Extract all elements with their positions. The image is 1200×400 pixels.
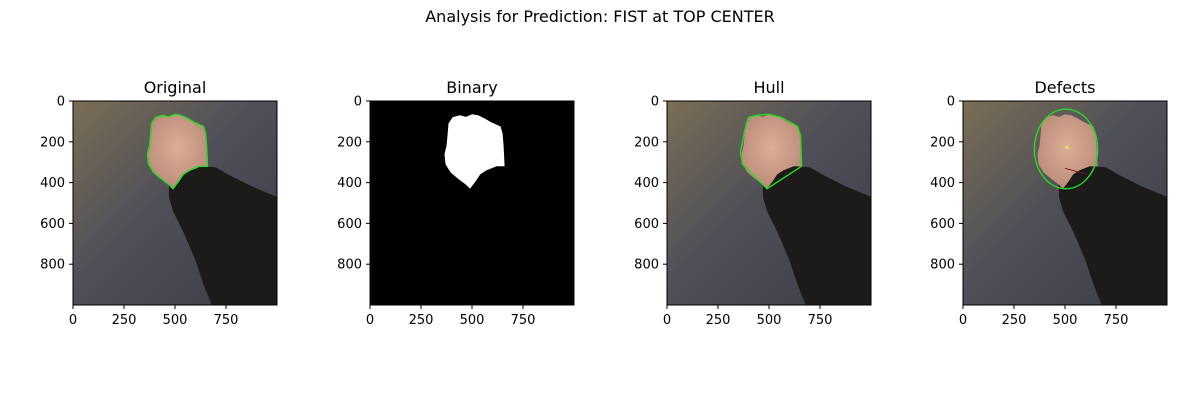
x-tick-label: 500 (163, 313, 188, 328)
x-tick-label: 500 (757, 313, 782, 328)
x-tick-label: 750 (808, 313, 833, 328)
y-tick-label: 0 (947, 95, 955, 110)
hand (147, 114, 208, 189)
sleeve (762, 166, 871, 305)
x-tick-label: 500 (460, 313, 485, 328)
x-tick-label: 0 (663, 313, 671, 328)
panel-hull: Hull 0 250 500 750 0 200 400 600 800 (634, 78, 872, 328)
y-tick-label: 200 (930, 135, 955, 150)
y-tick-label: 0 (354, 95, 362, 110)
x-tick-label: 250 (706, 313, 731, 328)
x-tick-label: 750 (214, 313, 239, 328)
panel-image (667, 101, 871, 305)
x-tick-label: 250 (112, 313, 137, 328)
y-tick-label: 400 (930, 176, 955, 191)
convex-hull (739, 113, 803, 190)
x-tick-label: 0 (366, 313, 374, 328)
y-tick-label: 400 (337, 176, 362, 191)
hand (1037, 114, 1098, 189)
y-tick-label: 600 (634, 217, 659, 232)
y-tick-label: 800 (634, 258, 659, 273)
x-tick-label: 0 (959, 313, 967, 328)
center-point (1065, 146, 1069, 150)
y-tick-label: 400 (634, 176, 659, 191)
figure-suptitle: Analysis for Prediction: FIST at TOP CEN… (425, 7, 775, 26)
y-tick-label: 400 (40, 176, 65, 191)
x-tick-label: 750 (511, 313, 536, 328)
y-tick-label: 200 (634, 135, 659, 150)
y-tick-label: 600 (337, 217, 362, 232)
fitted-ellipse (1033, 108, 1099, 190)
binary-mask-hand (444, 114, 505, 189)
panel-defects: Defects 0 250 500 750 0 200 400 600 800 (930, 78, 1168, 328)
panel-title: Binary (446, 78, 497, 97)
y-tick-label: 200 (337, 135, 362, 150)
y-tick-label: 800 (930, 258, 955, 273)
x-tick-label: 750 (1104, 313, 1129, 328)
x-tick-label: 500 (1053, 313, 1078, 328)
panel-title: Original (144, 78, 207, 97)
y-tick-label: 0 (651, 95, 659, 110)
y-tick-label: 800 (337, 258, 362, 273)
y-tick-label: 0 (57, 95, 65, 110)
panel-image (73, 101, 277, 305)
x-tick-label: 0 (69, 313, 77, 328)
sleeve (1058, 166, 1167, 305)
panel-image (963, 101, 1167, 305)
y-tick-label: 600 (930, 217, 955, 232)
panel-title: Defects (1034, 78, 1095, 97)
y-tick-label: 200 (40, 135, 65, 150)
x-tick-label: 250 (409, 313, 434, 328)
panel-original: Original 0 250 500 750 0 200 400 600 800 (40, 78, 278, 328)
y-tick-label: 600 (40, 217, 65, 232)
hand (741, 114, 802, 189)
panel-binary: Binary 0 250 500 750 0 200 400 600 800 (337, 78, 575, 328)
defect-line (1064, 167, 1088, 175)
panel-image (370, 101, 574, 305)
hand-contour (146, 113, 209, 190)
panel-title: Hull (753, 78, 784, 97)
sleeve (168, 166, 277, 305)
x-tick-label: 250 (1002, 313, 1027, 328)
y-tick-label: 800 (40, 258, 65, 273)
